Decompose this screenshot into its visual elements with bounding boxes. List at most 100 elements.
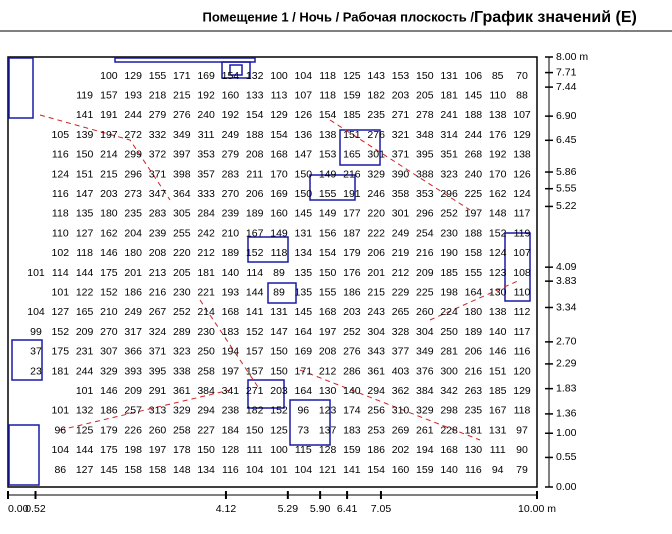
illuminance-value: 145 [295, 306, 313, 318]
illuminance-value: 281 [440, 346, 458, 358]
illuminance-value: 342 [440, 385, 458, 397]
illuminance-value: 129 [270, 109, 288, 121]
illuminance-value: 220 [173, 247, 191, 259]
illuminance-value: 230 [173, 286, 191, 298]
illuminance-value: 101 [52, 286, 70, 298]
y-tick-label: 2.29 [556, 358, 577, 370]
illuminance-value: 249 [392, 227, 410, 239]
illuminance-value: 220 [367, 208, 385, 220]
illuminance-value: 116 [52, 188, 69, 200]
illuminance-value: 188 [246, 129, 264, 141]
y-tick-label: 6.90 [556, 110, 577, 122]
illuminance-value: 70 [516, 70, 528, 82]
illuminance-value: 305 [173, 208, 191, 220]
illuminance-value: 212 [197, 247, 215, 259]
illuminance-value: 158 [465, 247, 483, 259]
illuminance-value: 154 [367, 464, 385, 476]
x-tick-label: 7.05 [371, 503, 392, 515]
illuminance-value: 215 [367, 286, 385, 298]
illuminance-value: 140 [343, 385, 361, 397]
illuminance-value: 283 [149, 208, 167, 220]
illuminance-value: 390 [392, 168, 410, 180]
illuminance-value: 141 [343, 464, 361, 476]
y-tick-label: 1.36 [556, 408, 577, 420]
illuminance-value: 203 [392, 89, 410, 101]
illuminance-value: 159 [343, 444, 361, 456]
y-tick-label: 8.00 m [556, 51, 588, 63]
illuminance-value: 119 [76, 89, 93, 101]
illuminance-value: 162 [100, 227, 118, 239]
illuminance-value: 353 [197, 149, 215, 161]
y-tick-label: 5.86 [556, 166, 577, 178]
illuminance-value: 168 [440, 444, 458, 456]
y-tick-label: 4.09 [556, 261, 577, 273]
illuminance-value: 150 [416, 70, 434, 82]
illuminance-value: 219 [392, 247, 410, 259]
illuminance-value: 188 [465, 227, 483, 239]
illuminance-value: 146 [100, 247, 118, 259]
illuminance-value: 227 [197, 424, 215, 436]
illuminance-value: 265 [392, 306, 410, 318]
illuminance-value: 100 [270, 444, 288, 456]
illuminance-value: 235 [367, 109, 385, 121]
title: Помещение 1 / Ночь / Рабочая плоскость / [203, 9, 475, 24]
illuminance-value: 179 [343, 247, 361, 259]
illuminance-value: 150 [270, 346, 288, 358]
illuminance-value: 304 [367, 326, 385, 338]
illuminance-value: 261 [416, 424, 434, 436]
illuminance-value: 235 [124, 208, 142, 220]
illuminance-value: 270 [100, 326, 118, 338]
illuminance-value: 243 [367, 306, 385, 318]
illuminance-value: 135 [76, 208, 94, 220]
illuminance-value: 192 [197, 89, 215, 101]
illuminance-value: 139 [76, 129, 94, 141]
illuminance-value: 150 [295, 168, 313, 180]
illuminance-value: 244 [465, 129, 483, 141]
illuminance-value: 224 [440, 306, 458, 318]
subtitle: График значений (E) [474, 9, 637, 26]
illuminance-value: 269 [392, 424, 410, 436]
illuminance-value: 198 [124, 444, 142, 456]
illuminance-value: 284 [197, 208, 215, 220]
illuminance-value: 215 [100, 168, 118, 180]
illuminance-value: 276 [343, 346, 361, 358]
illuminance-value: 157 [100, 89, 118, 101]
illuminance-value: 351 [440, 149, 458, 161]
illuminance-value: 221 [197, 286, 215, 298]
illuminance-value: 289 [173, 326, 191, 338]
illuminance-value: 348 [416, 129, 434, 141]
illuminance-value: 154 [319, 109, 337, 121]
illuminance-value: 118 [52, 208, 69, 220]
illuminance-value: 191 [100, 109, 118, 121]
illuminance-value: 317 [124, 326, 142, 338]
illuminance-value: 116 [52, 149, 69, 161]
illuminance-value: 254 [416, 227, 434, 239]
illuminance-value: 159 [343, 89, 361, 101]
illuminance-value: 286 [343, 365, 361, 377]
illuminance-value: 197 [465, 208, 483, 220]
illuminance-value: 384 [416, 385, 434, 397]
illuminance-value: 211 [246, 168, 263, 180]
illuminance-value: 140 [222, 267, 240, 279]
illuminance-value: 114 [52, 267, 69, 279]
illuminance-value: 104 [295, 464, 313, 476]
illuminance-value: 125 [270, 424, 288, 436]
illuminance-value: 137 [319, 424, 337, 436]
illuminance-value: 148 [489, 208, 507, 220]
illuminance-value: 147 [76, 188, 94, 200]
illuminance-value: 276 [173, 109, 191, 121]
illuminance-value: 160 [222, 89, 240, 101]
illuminance-value: 23 [30, 365, 42, 377]
illuminance-value: 156 [319, 227, 337, 239]
illuminance-value: 278 [416, 109, 434, 121]
x-tick-label: 5.90 [310, 503, 331, 515]
illuminance-value: 180 [124, 247, 142, 259]
illuminance-value: 162 [489, 188, 507, 200]
illuminance-value: 189 [246, 208, 264, 220]
illuminance-value: 151 [76, 168, 94, 180]
illuminance-value: 252 [440, 208, 458, 220]
illuminance-value: 149 [319, 208, 337, 220]
illuminance-value: 152 [246, 247, 264, 259]
illuminance-value: 179 [100, 424, 118, 436]
illuminance-value: 310 [392, 405, 410, 417]
